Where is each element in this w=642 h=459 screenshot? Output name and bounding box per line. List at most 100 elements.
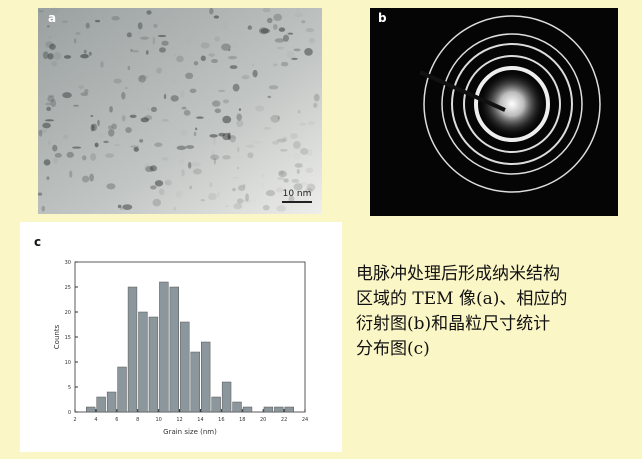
grain xyxy=(306,167,313,172)
y-axis-label: Counts xyxy=(53,324,61,349)
grain xyxy=(180,130,188,136)
grain xyxy=(252,63,254,66)
caption-line: 电脉冲处理后形成纳米结构 xyxy=(356,262,642,287)
grain xyxy=(89,174,94,182)
bar xyxy=(201,342,210,412)
x-tick-label: 12 xyxy=(176,417,182,423)
grain xyxy=(261,182,264,189)
grain xyxy=(194,132,197,136)
grain xyxy=(190,89,197,93)
grain xyxy=(263,8,271,12)
grain xyxy=(222,22,229,30)
x-tick-label: 10 xyxy=(155,417,161,423)
grain xyxy=(63,134,68,139)
grain xyxy=(98,134,105,139)
grain xyxy=(89,52,92,56)
grain xyxy=(214,36,220,42)
grain xyxy=(232,188,235,191)
caption-line: 衍射图(b)和晶粒尺寸统计 xyxy=(356,312,642,337)
grain xyxy=(225,205,229,207)
grain xyxy=(159,47,166,52)
grain xyxy=(62,20,68,23)
grain xyxy=(291,179,299,183)
grain xyxy=(154,143,162,147)
grain xyxy=(262,174,264,177)
grain xyxy=(201,55,206,61)
caption-line: 区域的 TEM 像(a)、相应的 xyxy=(356,287,642,312)
grain xyxy=(218,90,225,92)
grain xyxy=(276,47,284,50)
bar xyxy=(107,392,116,412)
grain xyxy=(222,155,231,159)
grain xyxy=(272,141,279,145)
slide: a 10 nm b c 0510152025302468101214161820… xyxy=(0,0,642,459)
grain xyxy=(228,132,231,140)
grain xyxy=(230,65,238,69)
grain xyxy=(195,127,197,130)
grain xyxy=(51,61,57,66)
grain xyxy=(309,38,315,44)
grain xyxy=(233,203,242,209)
caption: 电脉冲处理后形成纳米结构区域的 TEM 像(a)、相应的衍射图(b)和晶粒尺寸统… xyxy=(356,262,642,362)
x-tick-label: 20 xyxy=(260,417,266,423)
grain xyxy=(287,51,295,58)
grain xyxy=(201,199,205,201)
grain xyxy=(100,61,103,68)
grain xyxy=(90,115,93,117)
grain xyxy=(74,39,76,44)
grain xyxy=(245,193,249,201)
grain xyxy=(67,152,74,158)
grain xyxy=(153,24,157,28)
grain xyxy=(103,141,108,143)
grain xyxy=(288,153,290,158)
bar xyxy=(222,382,231,412)
grain xyxy=(185,73,193,80)
y-tick-label: 5 xyxy=(68,385,71,391)
grain xyxy=(293,153,300,160)
grain xyxy=(39,10,44,13)
grain xyxy=(44,159,51,165)
grain xyxy=(300,148,308,155)
bar xyxy=(159,282,168,412)
bar xyxy=(118,367,127,412)
grain xyxy=(47,53,53,59)
grain xyxy=(164,94,166,99)
grain xyxy=(263,127,271,130)
grain xyxy=(176,56,184,63)
grain xyxy=(255,105,264,111)
x-tick-label: 24 xyxy=(302,417,308,423)
grain xyxy=(186,145,195,149)
grain xyxy=(204,114,210,119)
grain xyxy=(64,55,71,59)
bar xyxy=(233,402,242,412)
grain xyxy=(248,25,252,29)
grain xyxy=(121,92,125,100)
grain xyxy=(173,54,175,56)
grain xyxy=(313,103,317,108)
y-tick-label: 15 xyxy=(65,335,71,341)
grain xyxy=(233,155,240,158)
grain xyxy=(218,133,225,137)
y-tick-label: 10 xyxy=(65,360,71,366)
grain xyxy=(179,158,184,165)
grain xyxy=(173,207,176,211)
grain xyxy=(105,153,114,157)
grain xyxy=(127,32,132,37)
grain xyxy=(53,158,58,164)
grain xyxy=(48,95,55,97)
grain xyxy=(52,145,57,152)
grain xyxy=(247,152,253,158)
grain xyxy=(162,119,169,122)
grain xyxy=(182,107,187,110)
grain xyxy=(130,115,137,118)
grain xyxy=(46,107,51,111)
grain xyxy=(261,28,270,33)
y-tick-label: 20 xyxy=(65,310,71,316)
grain xyxy=(269,85,278,89)
grain xyxy=(82,155,87,160)
grain xyxy=(191,162,201,167)
grain xyxy=(215,109,221,114)
grain xyxy=(80,54,89,58)
bar xyxy=(274,407,283,412)
grain xyxy=(246,145,255,148)
